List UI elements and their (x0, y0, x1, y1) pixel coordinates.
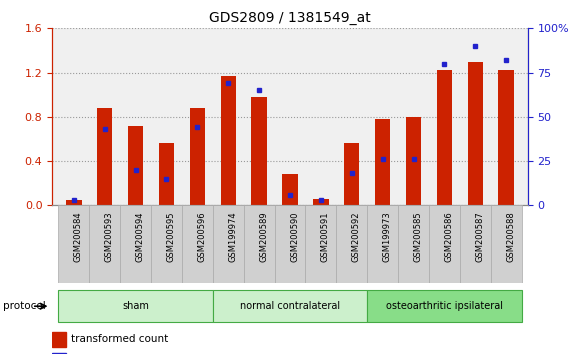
Bar (336, 205, 367, 283)
Text: GSM200592: GSM200592 (351, 212, 361, 262)
Bar (274, 205, 306, 283)
Bar (66, 200, 82, 205)
Bar (190, 108, 205, 205)
Bar (244, 205, 274, 283)
Bar (367, 205, 398, 283)
Text: GSM199973: GSM199973 (383, 212, 392, 262)
Text: osteoarthritic ipsilateral: osteoarthritic ipsilateral (386, 301, 503, 311)
Text: GSM200591: GSM200591 (321, 212, 330, 262)
Text: protocol: protocol (3, 301, 46, 311)
Text: GSM200589: GSM200589 (259, 212, 268, 262)
Text: GSM200596: GSM200596 (197, 212, 206, 262)
Bar (213, 205, 244, 283)
Bar (367, 290, 521, 322)
Bar (151, 205, 182, 283)
Bar (220, 76, 236, 205)
Bar (467, 62, 483, 205)
Text: GDS2809 / 1381549_at: GDS2809 / 1381549_at (209, 11, 371, 25)
Bar (59, 290, 213, 322)
Bar (398, 205, 429, 283)
Bar (437, 70, 452, 205)
Bar (498, 70, 514, 205)
Bar (182, 205, 213, 283)
Bar (251, 97, 267, 205)
Text: GSM200594: GSM200594 (136, 212, 144, 262)
Bar (52, 332, 67, 347)
Text: GSM200593: GSM200593 (105, 212, 114, 262)
Bar (159, 143, 174, 205)
Text: GSM200585: GSM200585 (414, 212, 423, 262)
Bar (59, 205, 89, 283)
Bar (429, 205, 460, 283)
Bar (97, 108, 113, 205)
Bar (282, 175, 298, 205)
Text: GSM200590: GSM200590 (290, 212, 299, 262)
Bar (375, 119, 390, 205)
Bar (120, 205, 151, 283)
Bar (89, 205, 120, 283)
Bar (213, 290, 367, 322)
Bar (491, 205, 521, 283)
Text: sham: sham (122, 301, 149, 311)
Text: GSM199974: GSM199974 (229, 212, 237, 262)
Bar (344, 143, 360, 205)
Text: GSM200587: GSM200587 (475, 212, 484, 262)
Text: transformed count: transformed count (71, 334, 168, 344)
Text: GSM200586: GSM200586 (444, 212, 454, 262)
Bar (460, 205, 491, 283)
Text: GSM200588: GSM200588 (506, 212, 515, 262)
Text: GSM200584: GSM200584 (74, 212, 83, 262)
Text: normal contralateral: normal contralateral (240, 301, 340, 311)
Text: GSM200595: GSM200595 (166, 212, 176, 262)
Bar (313, 199, 329, 205)
Bar (128, 126, 143, 205)
Bar (306, 205, 336, 283)
Bar (52, 353, 67, 354)
Bar (406, 117, 421, 205)
